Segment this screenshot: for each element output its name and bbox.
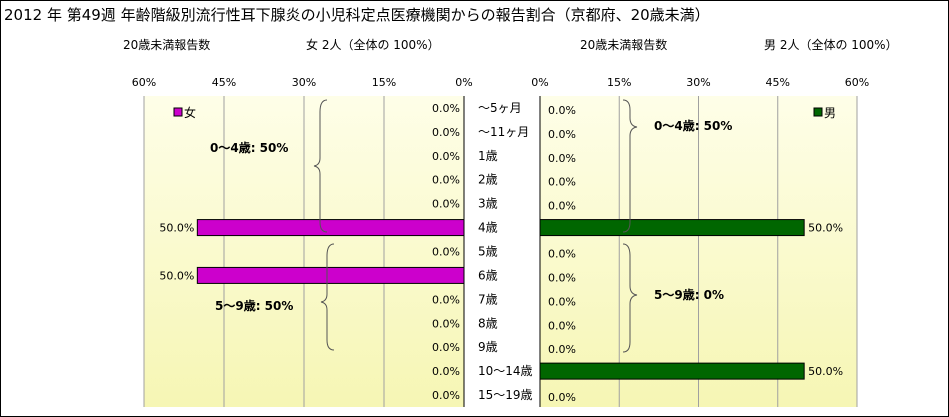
category-label: 4歳 bbox=[478, 221, 498, 235]
category-label: 8歳 bbox=[478, 316, 498, 330]
female-legend-swatch bbox=[173, 107, 183, 117]
female-data-label: 0.0% bbox=[432, 126, 460, 139]
male-data-label: 50.0% bbox=[808, 365, 843, 378]
female-data-label: 0.0% bbox=[432, 174, 460, 187]
male-annotation-0-4: 0〜4歳: 50% bbox=[654, 118, 732, 133]
female-summary: 女 2人（全体の 100%） bbox=[306, 38, 440, 52]
female-annotation-0-4: 0〜4歳: 50% bbox=[210, 140, 288, 155]
female-brace-5-9 bbox=[320, 243, 335, 351]
male-x-tick-label: 15% bbox=[607, 76, 631, 89]
male-brace-5-9 bbox=[622, 243, 638, 353]
male-bar bbox=[539, 219, 805, 237]
female-x-tick-label: 60% bbox=[132, 76, 156, 89]
female-data-label: 0.0% bbox=[432, 246, 460, 259]
male-data-label: 50.0% bbox=[808, 222, 843, 235]
male-data-label: 0.0% bbox=[548, 248, 576, 261]
female-x-tick-label: 45% bbox=[212, 76, 236, 89]
female-data-label: 0.0% bbox=[432, 102, 460, 115]
male-count-label: 20歳未満報告数 bbox=[580, 38, 668, 52]
male-data-label: 0.0% bbox=[548, 152, 576, 165]
female-data-label: 0.0% bbox=[432, 341, 460, 354]
male-annotation-5-9: 5〜9歳: 0% bbox=[654, 287, 724, 302]
female-brace-0-4 bbox=[313, 99, 328, 233]
female-data-label: 0.0% bbox=[432, 389, 460, 402]
female-x-tick-label: 30% bbox=[292, 76, 316, 89]
male-data-label: 0.0% bbox=[548, 271, 576, 284]
male-x-tick-label: 60% bbox=[845, 76, 869, 89]
male-x-tick-label: 0% bbox=[531, 76, 548, 89]
male-brace-0-4 bbox=[622, 99, 638, 233]
female-count-label: 20歳未満報告数 bbox=[123, 38, 211, 52]
male-legend-label: 男 bbox=[824, 106, 836, 120]
category-label: 1歳 bbox=[478, 149, 498, 163]
male-bar bbox=[539, 362, 805, 380]
category-label: 15〜19歳 bbox=[478, 388, 533, 402]
category-label: 7歳 bbox=[478, 292, 498, 306]
gridlines bbox=[143, 96, 858, 407]
female-data-label: 50.0% bbox=[159, 222, 194, 235]
category-label: 〜11ヶ月 bbox=[478, 125, 529, 139]
female-data-label: 0.0% bbox=[432, 150, 460, 163]
category-label: 10〜14歳 bbox=[478, 364, 533, 378]
female-legend-label: 女 bbox=[184, 105, 196, 120]
male-x-tick-label: 45% bbox=[766, 76, 790, 89]
category-label: 3歳 bbox=[478, 197, 498, 211]
category-label: 9歳 bbox=[478, 340, 498, 354]
chart-title: 2012 年 第49週 年齢階級別流行性耳下腺炎の小児科定点医療機関からの報告割… bbox=[4, 6, 710, 24]
male-summary: 男 2人（全体の 100%） bbox=[764, 38, 898, 52]
category-label: 〜5ヶ月 bbox=[478, 101, 522, 115]
labels: 60% 45% 30% 15% 0% 0.0% 0.0% 0.0% 0.0% 0.0% 50.0% 0… bbox=[132, 76, 869, 404]
male-data-label: 0.0% bbox=[548, 343, 576, 356]
male-data-label: 0.0% bbox=[548, 200, 576, 213]
female-data-label: 0.0% bbox=[432, 293, 460, 306]
male-data-label: 0.0% bbox=[548, 295, 576, 308]
male-data-label: 0.0% bbox=[548, 391, 576, 404]
category-label: 6歳 bbox=[478, 268, 498, 282]
female-data-label: 50.0% bbox=[159, 269, 194, 282]
category-label: 5歳 bbox=[478, 245, 498, 259]
male-x-tick-label: 30% bbox=[686, 76, 710, 89]
female-x-tick-label: 15% bbox=[372, 76, 396, 89]
bars bbox=[196, 219, 805, 380]
category-label: 2歳 bbox=[478, 173, 498, 187]
male-legend-swatch bbox=[813, 107, 823, 117]
female-data-label: 0.0% bbox=[432, 365, 460, 378]
male-data-label: 0.0% bbox=[548, 104, 576, 117]
female-x-tick-label: 0% bbox=[455, 76, 472, 89]
male-data-label: 0.0% bbox=[548, 176, 576, 189]
male-data-label: 0.0% bbox=[548, 128, 576, 141]
female-bar bbox=[196, 219, 465, 237]
male-data-label: 0.0% bbox=[548, 319, 576, 332]
female-data-label: 0.0% bbox=[432, 317, 460, 330]
female-annotation-5-9: 5〜9歳: 50% bbox=[215, 298, 293, 313]
female-bar bbox=[196, 266, 465, 284]
female-data-label: 0.0% bbox=[432, 198, 460, 211]
